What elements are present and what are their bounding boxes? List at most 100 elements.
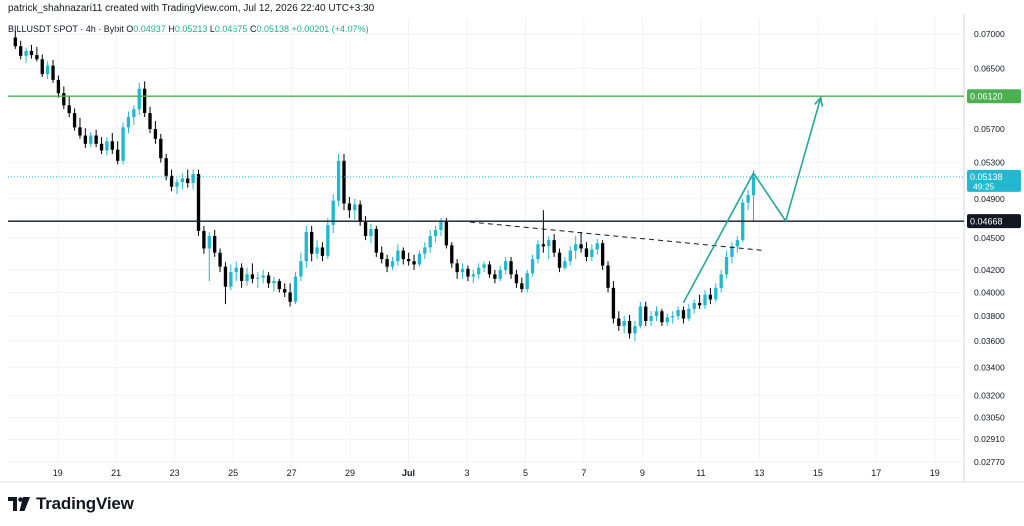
candle-body [547,240,551,247]
candle-body [644,306,648,321]
candle-body [687,308,691,319]
x-tick-label: 19 [930,468,940,478]
support-price-tag [967,214,1021,229]
candle-body [735,240,740,247]
candle-body [579,244,583,249]
y-tick-label: 0.03400 [974,362,1005,372]
candle-body [428,236,432,248]
low-value: 0.04675 [214,24,248,34]
candle-body [455,263,459,273]
y-tick-label: 0.04000 [974,287,1005,297]
close-label: C [249,24,257,34]
tradingview-logo-icon [8,497,30,511]
candle-body [45,65,50,75]
candle-body [105,141,109,151]
candle-body [433,229,438,237]
y-tick-label: 0.07000 [974,29,1005,39]
candle-body [191,174,195,184]
symbol-legend: BILLUSDT SPOT · 4h · Bybit O0.04937 H0.0… [8,24,369,34]
candle-body [530,259,535,274]
candle-body [466,268,470,277]
candle-body [250,274,255,279]
candle-body [164,158,168,176]
candle-body [638,306,643,326]
candle-body [374,228,378,253]
candle-body [196,174,201,231]
tradingview-logo[interactable]: TradingView [8,494,134,514]
candle-body [116,149,120,161]
candle-body [186,178,190,184]
candle-body [724,256,729,275]
candle-body [24,50,28,56]
candle-body [99,143,104,151]
candle-body [78,127,82,136]
tradingview-brand: TradingView [36,494,134,513]
candle-body [35,55,39,60]
candle-body [180,178,185,183]
x-tick-label: Jul [402,468,415,478]
candle-body [671,316,675,318]
candle-body [369,228,373,237]
candle-body [584,248,589,257]
change-value: +0.00201 (+4.07%) [291,24,369,34]
candle-body [272,281,276,284]
candle-body [703,294,707,306]
candle-body [708,294,713,300]
candle-body [460,268,465,273]
candle-body [611,287,616,319]
x-tick-label: 21 [111,468,121,478]
x-tick-label: 25 [228,468,238,478]
candle-body [681,310,686,319]
candle-body [439,221,443,230]
descending-trendline [469,221,766,252]
x-tick-label: 11 [696,468,705,478]
candle-body [417,253,422,265]
candle-body [665,317,669,323]
candle-body [595,243,599,250]
candle-body [89,135,93,144]
candle-body [503,261,508,270]
candle-body [498,269,502,279]
candle-body [396,250,400,262]
candle-body [331,200,335,225]
candle-body [239,267,244,282]
candle-body [299,261,303,277]
candle-body [29,50,34,56]
candle-body [590,249,594,257]
candle-body [121,127,125,161]
low-label: L [209,24,215,34]
close-value: 0.05138 [256,24,289,34]
candle-body [568,250,572,262]
candle-body [676,310,680,317]
candle-body [153,128,158,139]
candle-body [482,264,486,268]
candle-body [223,266,228,287]
candle-body [730,246,734,257]
candle-body [692,302,696,309]
candle-body [514,274,519,284]
candle-body [385,259,389,267]
y-tick-label: 0.03050 [974,413,1005,423]
candle-body [83,135,88,144]
candle-body [309,231,314,254]
x-tick-label: 23 [170,468,180,478]
candle-body [487,264,492,275]
candle-body [175,182,179,187]
candle-body [202,230,206,249]
candle-body [266,275,271,284]
candle-body [380,252,384,260]
open-value: 0.04937 [133,24,166,34]
candle-body [552,240,556,253]
candle-body [19,46,23,56]
candle-body [390,261,395,267]
candle-body [245,274,249,282]
candle-body [336,160,341,201]
candle-body [450,245,454,264]
candle-body [358,204,362,222]
candle-body [256,277,260,279]
candle-body [746,195,750,203]
x-tick-label: 17 [871,468,881,478]
candle-body [520,283,524,289]
candle-body [13,37,17,47]
